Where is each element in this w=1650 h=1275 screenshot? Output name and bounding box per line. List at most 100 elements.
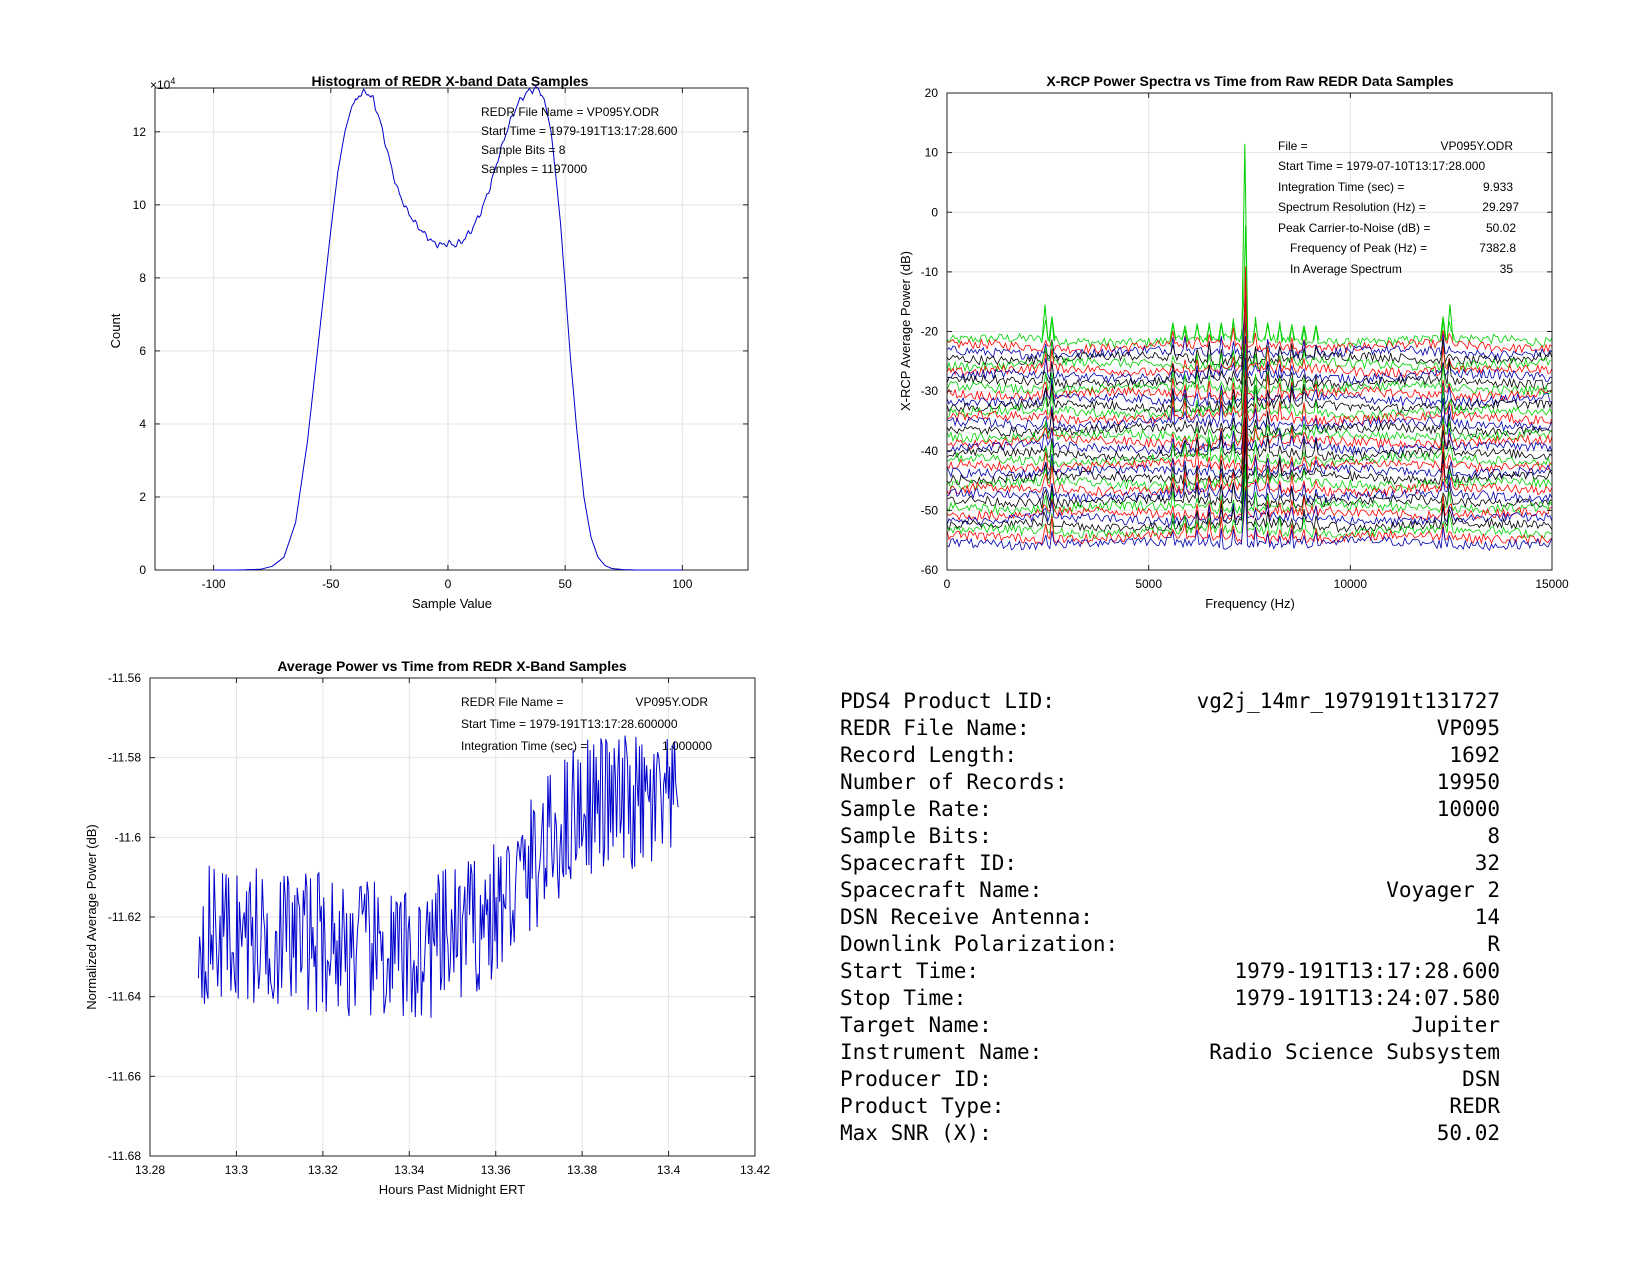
spectrum-series-line bbox=[946, 434, 1553, 510]
spectrum-peak-mark bbox=[1276, 325, 1284, 341]
summary-row: Producer ID: DSN bbox=[840, 1066, 1500, 1093]
histogram-chart: Histogram of REDR X-band Data Samples -1… bbox=[108, 73, 749, 611]
spectra-chart: X-RCP Power Spectra vs Time from Raw RED… bbox=[898, 73, 1569, 611]
spectrum-series-line bbox=[946, 357, 1553, 456]
summary-label: DSN Receive Antenna: bbox=[840, 905, 1093, 929]
spectrum-peak-mark bbox=[1288, 325, 1296, 341]
y-tick-label: 4 bbox=[139, 417, 146, 431]
summary-value: 8 bbox=[1487, 824, 1500, 848]
spectrum-series-line bbox=[946, 444, 1553, 504]
summary-label: Number of Records: bbox=[840, 770, 1068, 794]
histogram-annotation-line: Samples = 1197000 bbox=[481, 162, 588, 176]
x-tick-label: 13.34 bbox=[394, 1163, 424, 1177]
histogram-annotation: REDR File Name = VP095Y.ODR Start Time =… bbox=[481, 105, 678, 176]
spectrum-peak-mark bbox=[1252, 322, 1259, 341]
y-tick-label: 6 bbox=[139, 344, 146, 358]
y-tick-label: -11.56 bbox=[108, 671, 141, 685]
x-tick-label: 13.3 bbox=[225, 1163, 249, 1177]
spectrum-peak-mark bbox=[1169, 322, 1177, 341]
spectra-annotation: File = VP095Y.ODR Start Time = 1979-07-1… bbox=[1278, 139, 1519, 276]
spectrum-series-line bbox=[946, 429, 1553, 528]
spectrum-peak-mark bbox=[1300, 325, 1308, 341]
spectrum-peak-mark bbox=[1193, 325, 1201, 341]
spectra-ticks: 0 5000 10000 15000 -60 -50 -40 -30 -20 -10 0 10 20 bbox=[921, 86, 1569, 591]
spectrum-series-line bbox=[946, 315, 1553, 373]
x-tick-label: 13.28 bbox=[135, 1163, 165, 1177]
summary-row: Sample Bits: 8 bbox=[840, 823, 1500, 850]
summary-label: Record Length: bbox=[840, 743, 1018, 767]
spectra-annotation-label: Start Time = 1979-07-10T13:17:28.000 bbox=[1278, 159, 1485, 173]
spectrum-peak-mark bbox=[1041, 304, 1049, 341]
x-tick-label: -100 bbox=[202, 577, 226, 591]
x-tick-label: 13.42 bbox=[740, 1163, 770, 1177]
y-tick-label: 8 bbox=[139, 271, 146, 285]
summary-value: 1979-191T13:24:07.580 bbox=[1234, 986, 1500, 1010]
spectrum-series-line bbox=[946, 463, 1553, 516]
x-tick-label: 5000 bbox=[1135, 577, 1162, 591]
summary-label: Spacecraft Name: bbox=[840, 878, 1043, 902]
y-tick-label: -40 bbox=[921, 444, 939, 458]
summary-label: Product Type: bbox=[840, 1094, 1005, 1118]
summary-label: Max SNR (X): bbox=[840, 1121, 992, 1145]
y-tick-label: -30 bbox=[921, 384, 939, 398]
x-tick-label: 13.4 bbox=[657, 1163, 681, 1177]
x-tick-label: 100 bbox=[672, 577, 692, 591]
spectrum-series-line bbox=[946, 412, 1553, 492]
summary-value: R bbox=[1487, 932, 1500, 956]
spectra-annotation-label: In Average Spectrum bbox=[1290, 262, 1402, 276]
summary-label: Sample Bits: bbox=[840, 824, 992, 848]
summary-value: vg2j_14mr_1979191t131727 bbox=[1196, 689, 1500, 713]
spectrum-peak-mark bbox=[1264, 322, 1272, 341]
x-tick-label: -50 bbox=[322, 577, 340, 591]
spectrum-peak-mark bbox=[1205, 325, 1213, 341]
power-x-axis-label: Hours Past Midnight ERT bbox=[379, 1182, 525, 1197]
summary-row: Instrument Name: Radio Science Subsystem bbox=[840, 1039, 1500, 1066]
spectrum-series-line bbox=[946, 401, 1553, 468]
spectra-y-axis-label: X-RCP Average Power (dB) bbox=[898, 251, 913, 411]
summary-row: Stop Time: 1979-191T13:24:07.580 bbox=[840, 985, 1500, 1012]
summary-value: REDR bbox=[1449, 1094, 1500, 1118]
spectrum-series-line bbox=[946, 281, 1553, 367]
summary-label: PDS4 Product LID: bbox=[840, 689, 1055, 713]
y-tick-label: 10 bbox=[133, 198, 147, 212]
power-annotation-value: VP095Y.ODR bbox=[636, 695, 709, 709]
power-annotation: REDR File Name = VP095Y.ODR Start Time =… bbox=[461, 695, 712, 753]
summary-row: Spacecraft Name: Voyager 2 bbox=[840, 877, 1500, 904]
y-tick-label: 10 bbox=[925, 146, 939, 160]
spectrum-series-line bbox=[946, 355, 1553, 420]
summary-label: Spacecraft ID: bbox=[840, 851, 1018, 875]
spectrum-peak-mark bbox=[1312, 325, 1320, 341]
histogram-x-axis-label: Sample Value bbox=[412, 596, 492, 611]
product-summary-table: PDS4 Product LID: vg2j_14mr_1979191t13172… bbox=[840, 688, 1500, 1147]
y-tick-label: -11.64 bbox=[108, 990, 141, 1004]
summary-value: 14 bbox=[1474, 905, 1500, 929]
x-tick-label: 15000 bbox=[1535, 577, 1569, 591]
y-tick-label: 12 bbox=[133, 125, 147, 139]
spectrum-series-line bbox=[946, 369, 1553, 474]
spectrum-series-line bbox=[946, 486, 1553, 546]
spectrum-peak-mark bbox=[1181, 325, 1189, 341]
spectra-annotation-value: 9.933 bbox=[1483, 180, 1513, 194]
summary-row: PDS4 Product LID: vg2j_14mr_1979191t13172… bbox=[840, 688, 1500, 715]
spectra-annotation-label: Integration Time (sec) = bbox=[1278, 180, 1404, 194]
y-tick-label: 0 bbox=[931, 205, 938, 219]
histogram-ticks: -100 -50 0 50 100 0 2 4 6 8 10 12 bbox=[133, 88, 748, 591]
spectra-annotation-value: VP095Y.ODR bbox=[1441, 139, 1514, 153]
summary-value: 50.02 bbox=[1436, 1121, 1500, 1145]
summary-label: REDR File Name: bbox=[840, 716, 1030, 740]
spectra-annotation-label: Spectrum Resolution (Hz) = bbox=[1278, 200, 1426, 214]
y-tick-label: -60 bbox=[921, 563, 939, 577]
summary-row: Max SNR (X): 50.02 bbox=[840, 1120, 1500, 1147]
y-tick-label: -11.58 bbox=[108, 751, 141, 765]
histogram-series-line bbox=[213, 85, 683, 571]
histogram-annotation-line: Sample Bits = 8 bbox=[481, 143, 566, 157]
spectrum-peak-mark bbox=[1229, 322, 1237, 341]
x-tick-label: 0 bbox=[445, 577, 452, 591]
summary-row: REDR File Name: VP095 bbox=[840, 715, 1500, 742]
power-title: Average Power vs Time from REDR X-Band S… bbox=[277, 658, 627, 674]
spectrum-series-line bbox=[946, 398, 1553, 451]
summary-value: 19950 bbox=[1436, 770, 1500, 794]
summary-label: Start Time: bbox=[840, 959, 980, 983]
power-annotation-label: Integration Time (sec) = bbox=[461, 739, 587, 753]
spectra-annotation-value: 35 bbox=[1500, 262, 1514, 276]
